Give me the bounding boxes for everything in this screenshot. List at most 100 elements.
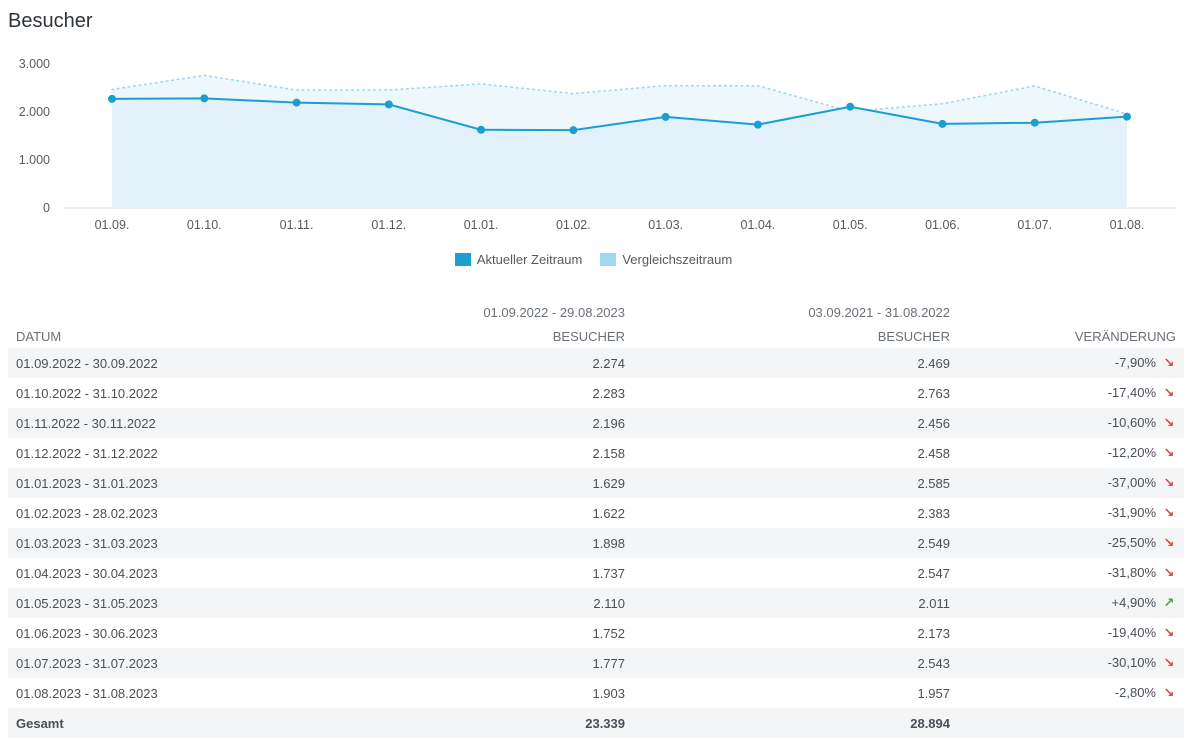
x-tick-label: 01.03.	[648, 218, 683, 232]
row-change: -31,90% ↘	[958, 498, 1184, 528]
row-current: 2.196	[308, 408, 633, 438]
series-area-current	[112, 98, 1127, 208]
visitors-table: 01.09.2022 - 29.08.2023 03.09.2021 - 31.…	[8, 300, 1184, 738]
row-compare: 2.469	[633, 348, 958, 378]
row-change: -25,50% ↘	[958, 528, 1184, 558]
legend-item-compare[interactable]: Vergleichszeitraum	[600, 252, 732, 267]
header-change[interactable]: VERÄNDERUNG	[1074, 328, 1176, 344]
table-row: 01.05.2023 - 31.05.2023 2.110 2.011 +4,90% ↗	[8, 588, 1184, 618]
table-row: 01.07.2023 - 31.07.2023 1.777 2.543 -30,10%…	[8, 648, 1184, 678]
arrow-up-right-icon: ↗	[1163, 595, 1175, 610]
x-tick-label: 01.09.	[95, 218, 130, 232]
row-change: +4,90% ↗	[958, 588, 1184, 618]
row-date: 01.09.2022 - 30.09.2022	[8, 348, 308, 378]
data-point-current	[477, 125, 486, 134]
table-row: 01.10.2022 - 31.10.2022 2.283 2.763 -17,40%…	[8, 378, 1184, 408]
y-tick-label: 0	[43, 201, 50, 215]
y-tick-label: 1.000	[19, 153, 50, 167]
legend-swatch-current	[454, 253, 471, 266]
row-change: -37,00% ↘	[958, 468, 1184, 498]
data-point-current	[753, 120, 762, 129]
row-date: 01.11.2022 - 30.11.2022	[8, 408, 308, 438]
row-change: -7,90% ↘	[958, 348, 1184, 378]
data-point-current	[1030, 118, 1039, 127]
total-compare: 28.894	[633, 708, 958, 738]
data-point-current	[200, 94, 209, 103]
change-value: -30,10%	[1107, 655, 1156, 670]
period-header-row: 01.09.2022 - 29.08.2023 03.09.2021 - 31.…	[8, 300, 1184, 324]
total-current: 23.339	[308, 708, 633, 738]
row-current: 1.752	[592, 625, 625, 641]
row-date: 01.03.2023 - 31.03.2023	[8, 528, 308, 558]
table-row: 01.06.2023 - 30.06.2023 1.752 2.173 -19,40%…	[8, 618, 1184, 648]
data-point-current	[108, 94, 116, 103]
data-point-current	[569, 126, 578, 135]
row-compare: 2.456	[633, 408, 958, 438]
column-header-row: DATUM BESUCHER BESUCHER VERÄNDERUNG	[8, 324, 1184, 348]
row-compare: 2.173	[917, 625, 950, 641]
period-current: 01.09.2022 - 29.08.2023	[483, 304, 625, 320]
table-row: 01.01.2023 - 31.01.2023 1.629 2.585 -37,00%…	[8, 468, 1184, 498]
header-date[interactable]: DATUM	[16, 328, 62, 344]
row-current: 1.629	[308, 468, 633, 498]
total-label: Gesamt	[8, 708, 308, 738]
row-change: -12,20% ↘	[958, 438, 1184, 468]
data-point-current	[1123, 112, 1131, 121]
change-value: -10,60%	[1107, 415, 1156, 430]
row-date: 01.04.2023 - 30.04.2023	[16, 565, 158, 581]
row-current: 1.737	[592, 565, 625, 581]
arrow-down-right-icon: ↘	[1163, 505, 1175, 520]
row-date: 01.02.2023 - 28.02.2023	[16, 505, 158, 521]
table-row: 01.02.2023 - 28.02.2023 1.622 2.383 -31,90%…	[8, 498, 1184, 528]
row-compare: 2.543	[633, 648, 958, 678]
series-line-current	[111, 97, 1128, 132]
row-current: 1.777	[308, 648, 633, 678]
change-value: -2,80%	[1114, 685, 1156, 700]
table-row: 01.11.2022 - 30.11.2022 2.196 2.456 -10,60%…	[8, 408, 1184, 438]
chart-legend: Aktueller Zeitraum Vergleichszeitraum	[0, 252, 1187, 267]
x-tick-label: 01.05.	[833, 218, 868, 232]
legend-item-current[interactable]: Aktueller Zeitraum	[454, 252, 583, 267]
arrow-down-right-icon: ↘	[1163, 625, 1175, 640]
row-current: 2.274	[308, 348, 633, 378]
row-current: 2.110	[308, 588, 633, 618]
change-value: -31,90%	[1107, 505, 1156, 520]
row-date: 01.12.2022 - 31.12.2022	[16, 445, 158, 461]
row-compare: 2.458	[917, 445, 950, 461]
change-value: -12,20%	[1107, 445, 1156, 460]
row-compare: 2.763	[917, 385, 950, 401]
y-tick-label: 3.000	[19, 57, 50, 71]
change-value: -7,90%	[1114, 355, 1156, 370]
row-compare: 2.547	[917, 565, 950, 581]
x-tick-label: 01.07.	[1017, 218, 1052, 232]
data-point-current	[846, 102, 855, 111]
series-line-compare	[111, 74, 1128, 115]
y-tick-label: 2.000	[19, 105, 50, 119]
legend-label-current: Aktueller Zeitraum	[476, 252, 583, 267]
arrow-down-right-icon: ↘	[1163, 685, 1175, 700]
change-value: -25,50%	[1107, 535, 1156, 550]
change-value: +4,90%	[1111, 595, 1156, 610]
arrow-down-right-icon: ↘	[1163, 565, 1175, 580]
legend-swatch-compare	[600, 253, 617, 266]
table-row: 01.09.2022 - 30.09.2022 2.274 2.469 -7,90% ↘	[8, 348, 1184, 378]
row-change: -31,80% ↘	[958, 558, 1184, 588]
row-date: 01.07.2023 - 31.07.2023	[8, 648, 308, 678]
x-tick-label: 01.11.	[280, 218, 314, 232]
row-date: 01.05.2023 - 31.05.2023	[8, 588, 308, 618]
row-compare: 1.957	[917, 685, 950, 701]
change-value: -19,40%	[1107, 625, 1156, 640]
data-point-current	[384, 100, 393, 109]
x-tick-label: 01.10.	[187, 218, 222, 232]
visitors-chart: 3.000 2.000 1.000 0 01.09. 01.10. 01.11. 01.12.…	[19, 57, 1175, 232]
row-compare: 2.549	[633, 528, 958, 558]
data-point-current	[661, 112, 670, 121]
period-compare: 03.09.2021 - 31.08.2022	[808, 304, 950, 320]
header-compare[interactable]: BESUCHER	[877, 328, 950, 344]
header-current[interactable]: BESUCHER	[552, 328, 625, 344]
row-date: 01.06.2023 - 30.06.2023	[16, 625, 158, 641]
row-change: -10,60% ↘	[958, 408, 1184, 438]
table-row: 01.03.2023 - 31.03.2023 1.898 2.549 -25,50%…	[8, 528, 1184, 558]
x-tick-label: 01.12.	[371, 218, 406, 232]
row-change: -19,40% ↘	[958, 618, 1184, 648]
